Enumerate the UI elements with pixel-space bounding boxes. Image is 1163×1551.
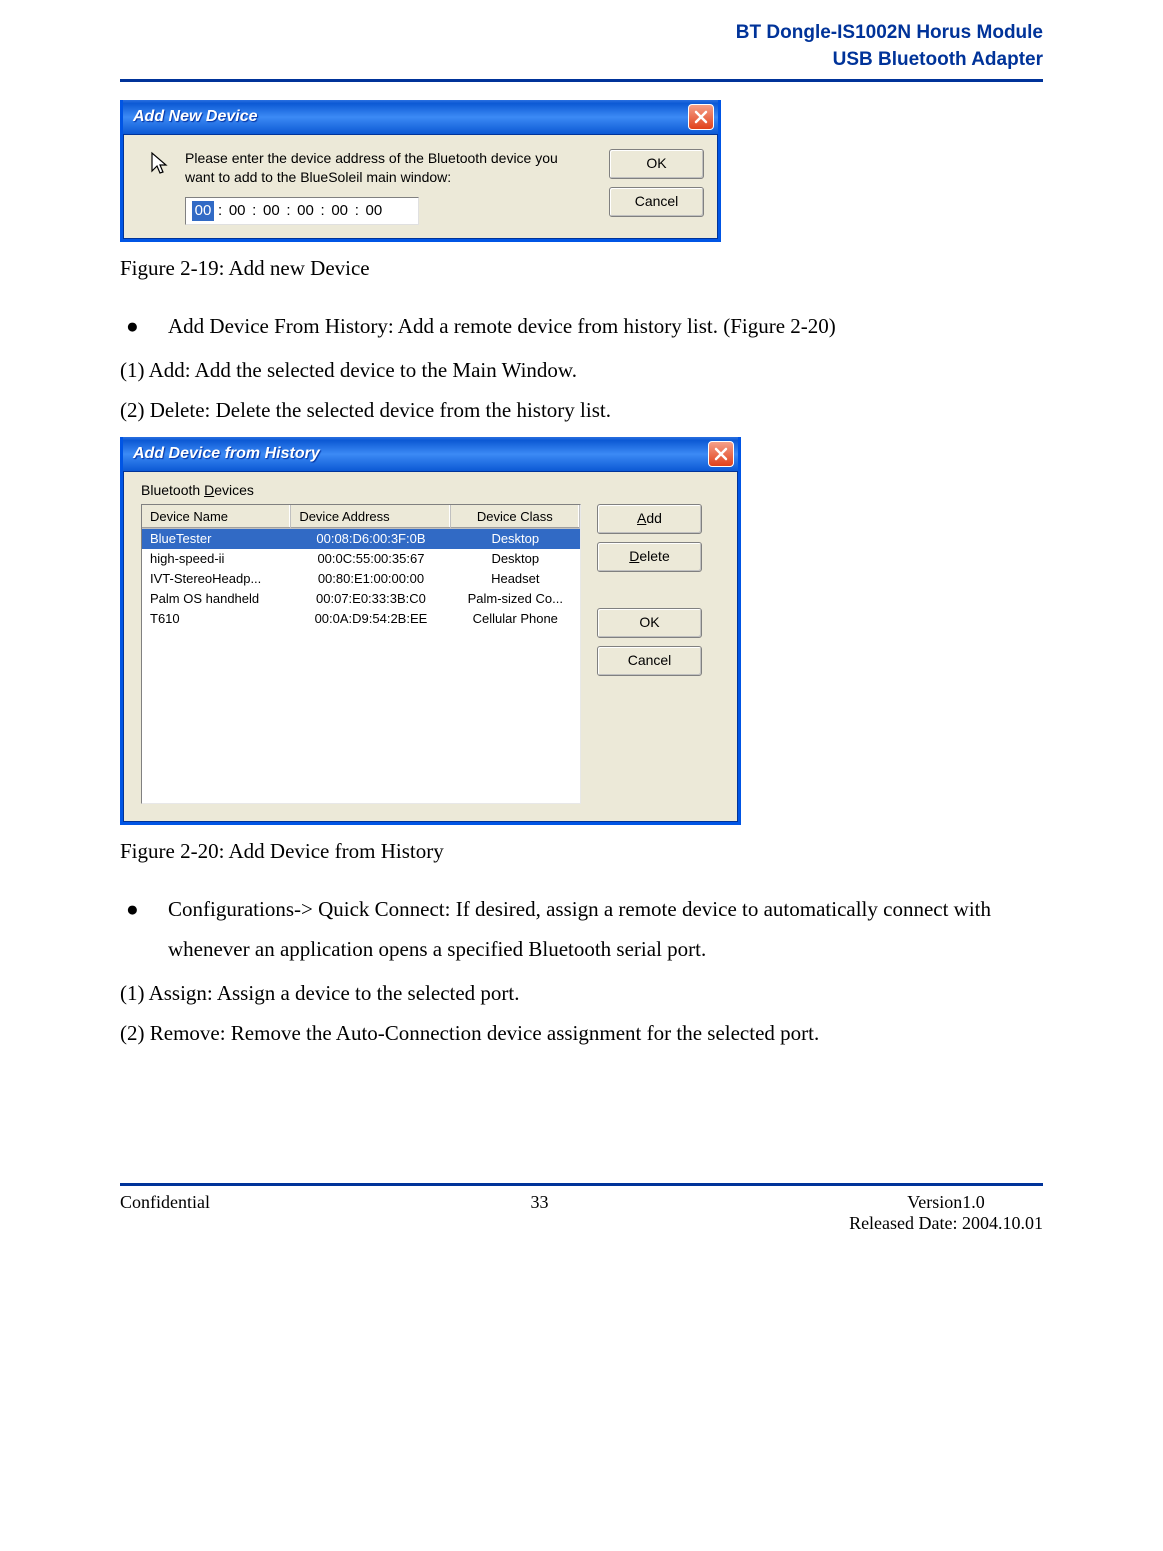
figure-caption-2: Figure 2-20: Add Device from History: [120, 839, 1043, 864]
header-rule: [120, 79, 1043, 82]
cancel-button[interactable]: Cancel: [609, 187, 704, 217]
numbered-line-2-1: (1) Assign: Assign a device to the selec…: [120, 974, 1043, 1014]
bullet-mark: ●: [120, 890, 168, 970]
table-row[interactable]: IVT-StereoHeadp...00:80:E1:00:00:00Heads…: [142, 569, 580, 589]
ok-button[interactable]: OK: [597, 608, 702, 638]
footer-release-date: Released Date: 2004.10.01: [849, 1213, 1043, 1234]
mac-address-input[interactable]: 00 : 00 : 00 : 00 : 00 : 00: [185, 197, 419, 225]
bullet-mark: ●: [120, 307, 168, 347]
add-new-device-dialog: Add New Device Please enter the device a…: [120, 100, 721, 242]
mac-octet-2[interactable]: 00: [260, 201, 282, 221]
table-row[interactable]: T61000:0A:D9:54:2B:EECellular Phone: [142, 609, 580, 629]
footer-confidential: Confidential: [120, 1192, 400, 1234]
table-row[interactable]: high-speed-ii00:0C:55:00:35:67Desktop: [142, 549, 580, 569]
figure-caption-1: Figure 2-19: Add new Device: [120, 256, 1043, 281]
titlebar[interactable]: Add New Device: [123, 100, 718, 135]
mac-octet-0[interactable]: 00: [192, 201, 214, 221]
cursor-icon: [137, 149, 185, 225]
footer-version: Version1.0: [849, 1192, 1043, 1213]
add-device-history-dialog: Add Device from History Bluetooth Device…: [120, 437, 741, 825]
mac-octet-4[interactable]: 00: [329, 201, 351, 221]
cell-address: 00:07:E0:33:3B:C0: [291, 591, 450, 606]
table-row[interactable]: Palm OS handheld00:07:E0:33:3B:C0Palm-si…: [142, 589, 580, 609]
cell-class: Palm-sized Co...: [451, 591, 580, 606]
cell-class: Desktop: [451, 551, 580, 566]
add-button[interactable]: Add: [597, 504, 702, 534]
cell-name: Palm OS handheld: [142, 591, 291, 606]
cancel-button[interactable]: Cancel: [597, 646, 702, 676]
footer-page-number: 33: [400, 1192, 680, 1234]
cell-address: 00:08:D6:00:3F:0B: [291, 531, 450, 546]
header-line-2: USB Bluetooth Adapter: [120, 47, 1043, 74]
bullet-text-2: Configurations-> Quick Connect: If desir…: [168, 890, 1043, 970]
ok-button[interactable]: OK: [609, 149, 704, 179]
numbered-line-1-2: (2) Delete: Delete the selected device f…: [120, 391, 1043, 431]
titlebar[interactable]: Add Device from History: [123, 437, 738, 472]
dialog-prompt: Please enter the device address of the B…: [185, 149, 591, 187]
list-header: Device Name Device Address Device Class: [142, 505, 580, 529]
mac-octet-1[interactable]: 00: [226, 201, 248, 221]
cell-name: high-speed-ii: [142, 551, 291, 566]
group-label: Bluetooth Devices: [141, 482, 726, 498]
dialog-title: Add New Device: [133, 108, 688, 126]
table-row[interactable]: BlueTester00:08:D6:00:3F:0BDesktop: [142, 529, 580, 549]
cell-name: T610: [142, 611, 291, 626]
mac-octet-5[interactable]: 00: [363, 201, 385, 221]
col-header-class[interactable]: Device Class: [451, 505, 580, 528]
numbered-line-2-2: (2) Remove: Remove the Auto-Connection d…: [120, 1014, 1043, 1054]
mac-octet-3[interactable]: 00: [295, 201, 317, 221]
cell-class: Headset: [451, 571, 580, 586]
close-icon[interactable]: [708, 441, 734, 467]
footer-rule: [120, 1183, 1043, 1186]
cell-address: 00:0A:D9:54:2B:EE: [291, 611, 450, 626]
numbered-line-1-1: (1) Add: Add the selected device to the …: [120, 351, 1043, 391]
cell-name: IVT-StereoHeadp...: [142, 571, 291, 586]
cell-class: Cellular Phone: [451, 611, 580, 626]
page-header: BT Dongle-IS1002N Horus Module USB Bluet…: [120, 20, 1043, 73]
col-header-name[interactable]: Device Name: [142, 505, 291, 528]
close-icon[interactable]: [688, 104, 714, 130]
cell-address: 00:0C:55:00:35:67: [291, 551, 450, 566]
delete-button[interactable]: Delete: [597, 542, 702, 572]
col-header-address[interactable]: Device Address: [291, 505, 450, 528]
cell-address: 00:80:E1:00:00:00: [291, 571, 450, 586]
device-list[interactable]: Device Name Device Address Device Class …: [141, 504, 581, 804]
cell-class: Desktop: [451, 531, 580, 546]
bullet-text-1: Add Device From History: Add a remote de…: [168, 307, 1043, 347]
page-footer: Confidential 33 Version1.0 Released Date…: [120, 1183, 1043, 1234]
cell-name: BlueTester: [142, 531, 291, 546]
dialog-title: Add Device from History: [133, 445, 708, 463]
header-line-1: BT Dongle-IS1002N Horus Module: [120, 20, 1043, 47]
